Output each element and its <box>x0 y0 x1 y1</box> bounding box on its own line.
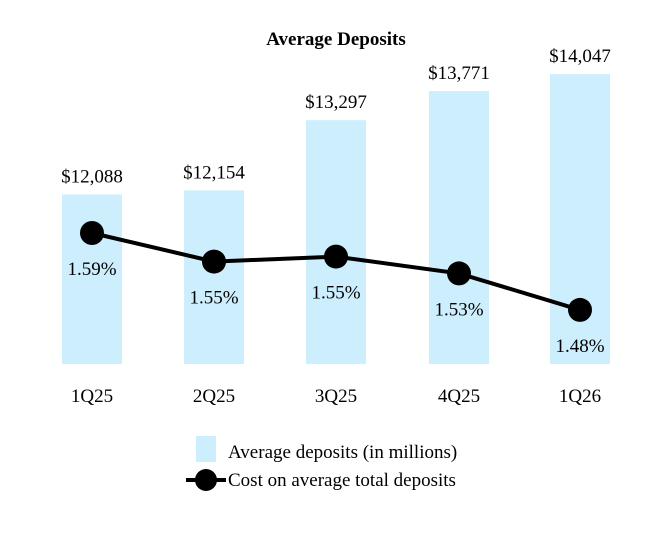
legend-line-marker <box>195 469 217 491</box>
rate-marker-2Q25 <box>202 249 226 274</box>
rate-line-group <box>80 221 592 322</box>
rate-value-label-3Q25: 1.55% <box>311 283 360 304</box>
bar-value-label-2Q25: $12,154 <box>183 162 245 183</box>
bar-value-label-3Q25: $13,297 <box>305 92 367 113</box>
bar-4Q25 <box>429 91 489 365</box>
x-tick-label-1Q26: 1Q26 <box>559 386 601 407</box>
rate-marker-1Q25 <box>80 221 104 245</box>
rate-marker-4Q25 <box>447 261 471 286</box>
rate-value-label-1Q26: 1.48% <box>555 336 604 357</box>
legend: Average deposits (in millions) Cost on a… <box>186 436 457 491</box>
x-tick-label-4Q25: 4Q25 <box>438 386 480 407</box>
rate-value-label-1Q25: 1.59% <box>67 259 116 280</box>
rate-value-label-4Q25: 1.53% <box>434 299 483 320</box>
bar-value-label-1Q25: $12,088 <box>61 166 123 187</box>
bars-group <box>62 74 610 365</box>
x-tick-label-2Q25: 2Q25 <box>193 386 235 407</box>
bar-2Q25 <box>184 190 244 364</box>
bar-value-label-1Q26: $14,047 <box>549 46 611 67</box>
x-tick-label-1Q25: 1Q25 <box>71 386 113 407</box>
rate-marker-3Q25 <box>324 244 348 269</box>
bar-3Q25 <box>306 120 366 364</box>
bar-value-label-4Q25: $13,771 <box>428 63 490 84</box>
x-tick-label-3Q25: 3Q25 <box>315 386 357 407</box>
legend-bar-label: Average deposits (in millions) <box>228 442 457 463</box>
category-labels-group: 1Q25 2Q25 3Q25 4Q25 1Q26 <box>71 386 601 407</box>
rate-labels-group: 1.59% 1.55% 1.55% 1.53% 1.48% <box>67 259 604 357</box>
legend-line-label: Cost on average total deposits <box>228 470 456 491</box>
chart-title: Average Deposits <box>266 29 405 50</box>
bar-labels-group: $12,088 $12,154 $13,297 $13,771 $14,047 <box>61 46 611 187</box>
rate-value-label-2Q25: 1.55% <box>189 288 238 309</box>
rate-marker-1Q26 <box>568 297 592 322</box>
legend-bar-swatch <box>196 436 216 462</box>
